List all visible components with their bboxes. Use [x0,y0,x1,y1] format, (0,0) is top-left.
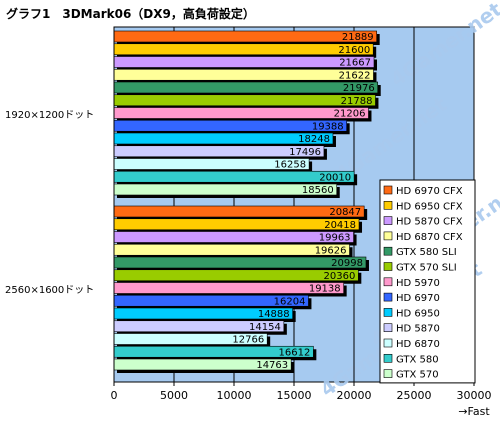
legend-entry: GTX 570 SLI [396,263,457,274]
bar [113,30,377,43]
legend-entry: HD 6970 [396,293,440,304]
bar [113,43,374,56]
legend-entry: HD 5870 [396,324,440,335]
bar-value-label: 20418 [324,220,356,231]
legend-entry: HD 6870 CFX [396,232,463,243]
bar-value-label: 14154 [249,322,281,333]
legend-entry: GTX 580 [396,354,439,365]
legend-entry: HD 6970 CFX [396,186,463,197]
legend-swatch [383,308,393,317]
bar-value-label: 21600 [338,45,370,56]
legend-swatch [383,262,393,271]
bar [113,81,379,94]
legend-entry: GTX 580 SLI [396,247,457,258]
legend-entry: HD 6950 CFX [396,201,463,212]
legend-box [379,179,476,384]
bar [113,56,375,68]
bar-value-label: 16258 [274,160,306,171]
x-tick-label: 0 [111,389,118,402]
bar-value-label: 17496 [289,147,321,158]
bar-value-label: 21622 [339,70,371,81]
bar [113,94,376,107]
bar-value-label: 20360 [324,271,356,282]
bar-value-label: 14763 [256,360,288,371]
legend-entry: HD 6870 [396,339,440,350]
x-axis-unit-label: →Fast [458,405,490,418]
legend-swatch [383,323,393,333]
legend-swatch [383,185,393,195]
legend-entry: GTX 570 [396,370,439,381]
bar-value-label: 16612 [279,347,311,358]
bar-value-label: 20998 [331,258,363,269]
legend-swatch [383,369,393,378]
legend-swatch [383,353,393,363]
legend-swatch [383,216,393,225]
bar [113,107,369,119]
bar-value-label: 16204 [274,296,306,307]
category-label: 2560×1600ドット [5,285,94,296]
legend-entry: HD 6950 [396,308,440,319]
bar-value-label: 14888 [258,309,290,320]
bar-value-label: 19388 [312,121,344,132]
x-tick-label: 30000 [457,389,492,402]
legend-swatch [383,292,393,302]
bar-value-label: 19138 [309,284,341,295]
bar-value-label: 21206 [334,109,366,120]
chart-title: グラフ1 3DMark06（DX9，高負荷設定） [6,7,255,21]
bar-value-label: 12766 [232,335,264,346]
bar-value-label: 18560 [302,185,334,196]
x-tick-label: 15000 [277,389,312,402]
bar-value-label: 19963 [319,233,351,244]
legend-entry: HD 5970 [396,278,440,289]
bar-value-label: 20010 [319,172,351,183]
bar [113,231,354,243]
x-tick-label: 10000 [217,389,252,402]
bar-value-label: 20847 [329,207,361,218]
bar [113,205,365,218]
bar-value-label: 21889 [342,32,374,43]
legend-entry: HD 5870 CFX [396,217,463,228]
legend-swatch [383,246,393,256]
bar [113,218,360,231]
bar [113,68,374,81]
bar-value-label: 21976 [343,83,375,94]
bar-value-label: 21667 [339,58,371,69]
category-label: 1920×1200ドット [5,110,94,121]
legend-swatch [383,231,393,241]
bar [113,256,367,269]
bar-value-label: 21788 [341,96,373,107]
legend-swatch [383,277,393,287]
legend-swatch [383,338,393,348]
bar-value-label: 19626 [315,245,347,256]
bar-value-label: 18248 [298,134,330,145]
x-tick-label: 20000 [337,389,372,402]
bar [113,269,359,282]
legend-swatch [383,201,393,210]
x-tick-label: 25000 [397,389,432,402]
bar [113,170,355,183]
x-tick-label: 5000 [160,389,188,402]
